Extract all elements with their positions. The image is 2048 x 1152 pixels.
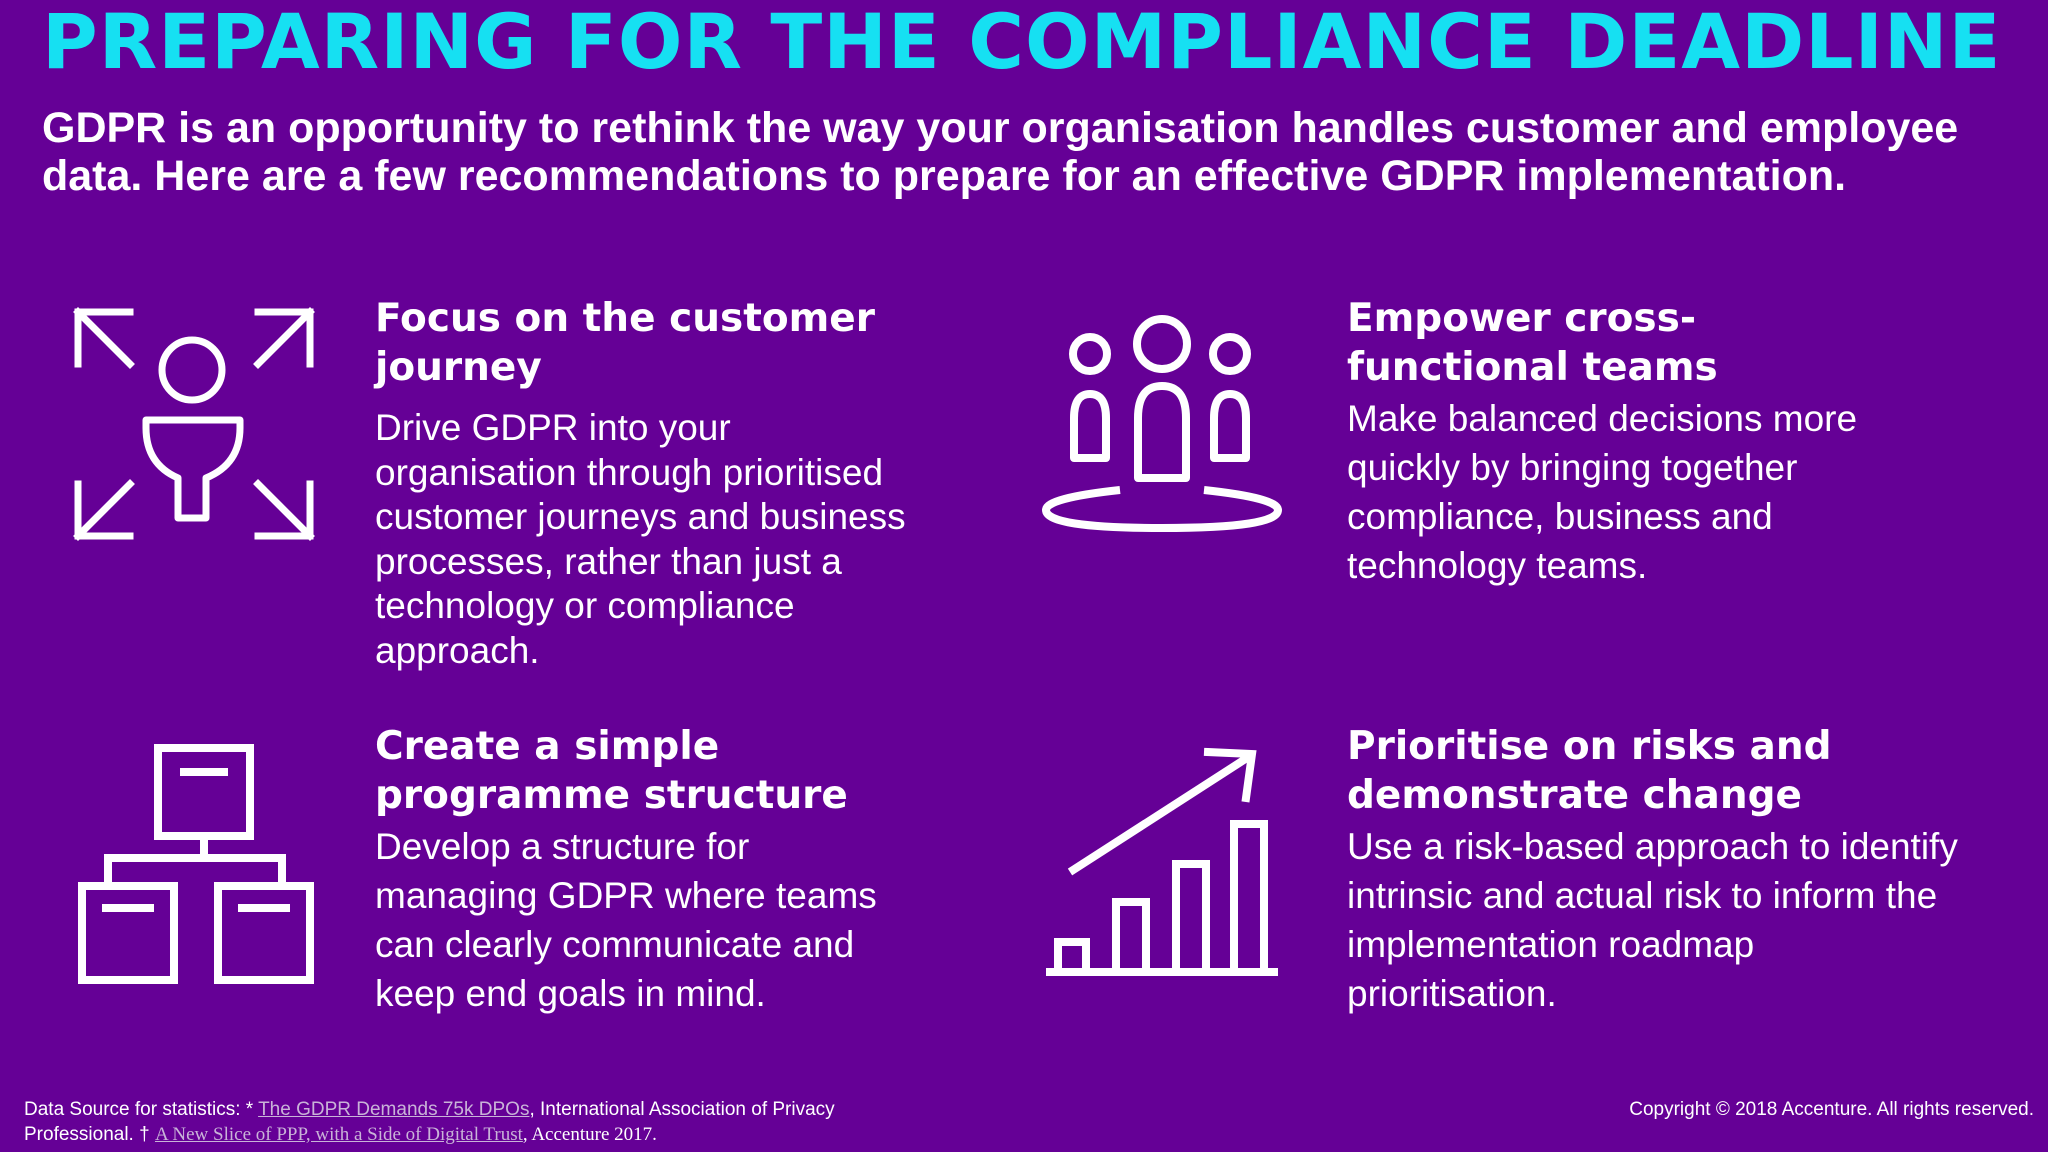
org-structure-icon [72, 742, 318, 984]
source-link-gdpr-dpos[interactable]: The GDPR Demands 75k DPOs [258, 1099, 530, 1120]
card-heading-risks-change: Prioritise on risks and demonstrate chan… [1347, 724, 1832, 818]
copyright-notice: Copyright © 2018 Accenture. All rights r… [1629, 1099, 2034, 1120]
slide-subtitle: GDPR is an opportunity to rethink the wa… [42, 104, 2042, 200]
card-body-customer-journey: Drive GDPR into your organisation throug… [375, 407, 906, 671]
source-line2-prefix: Professional. † [24, 1124, 155, 1145]
subtitle-line-1: GDPR is an opportunity to rethink the wa… [42, 104, 1959, 152]
subtitle-line-2: data. Here are a few recommendations to … [42, 152, 1847, 200]
card-heading-customer-journey: Focus on the customer journey [375, 296, 875, 390]
customer-journey-icon [72, 300, 318, 548]
card-heading-cross-functional: Empower cross- functional teams [1347, 296, 1718, 390]
slide-title: PREPARING FOR THE COMPLIANCE DEADLINE [42, 0, 2002, 86]
card-body-cross-functional: Make balanced decisions more quickly by … [1347, 398, 1858, 586]
data-source-note: Data Source for statistics: * The GDPR D… [24, 1097, 1004, 1147]
card-body-programme-structure: Develop a structure for managing GDPR wh… [375, 826, 877, 1014]
source-mid: , International Association of Privacy [529, 1099, 835, 1120]
source-suffix: , Accenture 2017. [522, 1124, 657, 1145]
team-people-icon [1040, 312, 1284, 536]
card-body-risks-change: Use a risk-based approach to identify in… [1347, 826, 1958, 1014]
source-link-ppp-digital-trust[interactable]: A New Slice of PPP, with a Side of Digit… [154, 1124, 523, 1145]
growth-chart-icon [1040, 742, 1284, 980]
source-prefix: Data Source for statistics: * [24, 1099, 259, 1120]
card-heading-programme-structure: Create a simple programme structure [375, 724, 848, 818]
